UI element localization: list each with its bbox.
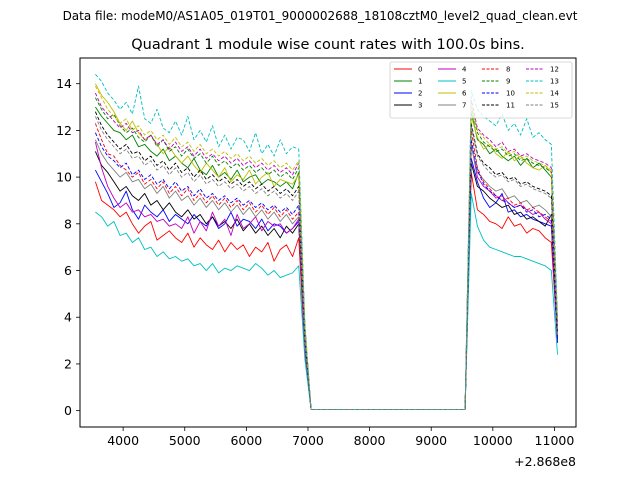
y-tick-label: 12 bbox=[56, 123, 72, 138]
legend-label-7: 7 bbox=[462, 102, 466, 110]
y-tick-label: 0 bbox=[64, 403, 72, 418]
y-tick-label: 14 bbox=[56, 76, 72, 91]
plot-frame bbox=[79, 57, 577, 428]
y-axis: 0 2 4 6 8 10 12 14 bbox=[56, 76, 80, 418]
y-tick-label: 6 bbox=[64, 263, 72, 278]
legend-label-11: 11 bbox=[506, 102, 515, 110]
y-tick-label: 10 bbox=[56, 170, 72, 185]
legend-label-2: 2 bbox=[418, 90, 422, 98]
series-line-14 bbox=[95, 85, 558, 410]
legend-label-8: 8 bbox=[506, 66, 510, 74]
x-tick-label: 9000 bbox=[415, 433, 447, 448]
series-line-11 bbox=[94, 111, 558, 410]
legend-box bbox=[389, 61, 573, 119]
chart-title: Quadrant 1 module wise count rates with … bbox=[131, 37, 525, 53]
legend-label-10: 10 bbox=[506, 90, 515, 98]
legend-label-5: 5 bbox=[462, 78, 466, 86]
legend-label-6: 6 bbox=[462, 90, 467, 98]
legend-label-1: 1 bbox=[418, 78, 422, 86]
legend-label-12: 12 bbox=[550, 66, 559, 74]
x-tick-label: 4000 bbox=[107, 433, 139, 448]
series-line-10 bbox=[94, 132, 558, 410]
figure-suptitle: Data file: modeM0/AS1A05_019T01_90000026… bbox=[63, 9, 578, 23]
x-offset-label: +2.868e8 bbox=[514, 454, 576, 469]
legend-label-15: 15 bbox=[550, 102, 559, 110]
series-layer bbox=[94, 74, 558, 410]
legend-label-13: 13 bbox=[550, 78, 559, 86]
legend-label-14: 14 bbox=[550, 90, 559, 98]
x-tick-label: 5000 bbox=[169, 433, 201, 448]
y-tick-label: 2 bbox=[64, 356, 72, 371]
series-line-15 bbox=[94, 116, 558, 410]
legend-label-4: 4 bbox=[462, 66, 467, 74]
x-axis: 4000 5000 6000 7000 8000 9000 10000 11000 bbox=[107, 427, 574, 448]
y-tick-label: 8 bbox=[64, 216, 72, 231]
x-tick-label: 8000 bbox=[354, 433, 386, 448]
legend-label-9: 9 bbox=[506, 78, 510, 86]
series-line-8 bbox=[94, 123, 558, 410]
x-tick-label: 6000 bbox=[230, 433, 262, 448]
legend-label-3: 3 bbox=[418, 102, 422, 110]
y-tick-label: 4 bbox=[64, 310, 72, 325]
x-tick-label: 10000 bbox=[473, 433, 513, 448]
legend-label-0: 0 bbox=[418, 66, 422, 74]
x-tick-label: 11000 bbox=[535, 433, 575, 448]
x-tick-label: 7000 bbox=[292, 433, 324, 448]
